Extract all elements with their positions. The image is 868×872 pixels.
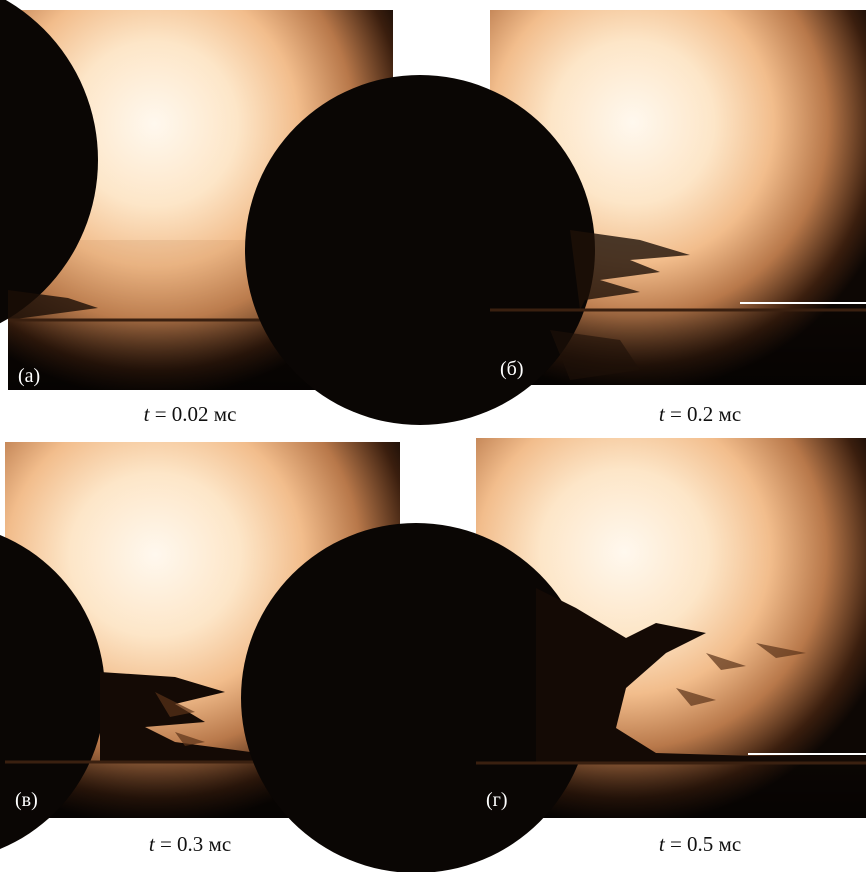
caption-variable: t bbox=[659, 832, 666, 856]
caption-value: = 0.02 мс bbox=[155, 402, 237, 426]
panel-label: (б) bbox=[500, 358, 524, 380]
caption: t = 0.3 мс bbox=[149, 832, 231, 856]
caption-value: = 0.2 мс bbox=[670, 402, 741, 426]
caption-value: = 0.3 мс bbox=[160, 832, 231, 856]
caption-variable: t bbox=[149, 832, 156, 856]
page: (а) (б) (в) (г) t = 0.02 мс t bbox=[0, 0, 868, 872]
caption-variable: t bbox=[144, 402, 151, 426]
caption-variable: t bbox=[659, 402, 666, 426]
caption-value: = 0.5 мс bbox=[670, 832, 741, 856]
caption: t = 0.2 мс bbox=[659, 402, 741, 426]
panel-label: (в) bbox=[15, 789, 38, 811]
caption: t = 0.02 мс bbox=[144, 402, 237, 426]
figure: (а) (б) (в) (г) t = 0.02 мс t bbox=[0, 0, 868, 872]
panel-label: (г) bbox=[486, 789, 508, 811]
caption: t = 0.5 мс bbox=[659, 832, 741, 856]
panel-label: (а) bbox=[18, 365, 40, 387]
